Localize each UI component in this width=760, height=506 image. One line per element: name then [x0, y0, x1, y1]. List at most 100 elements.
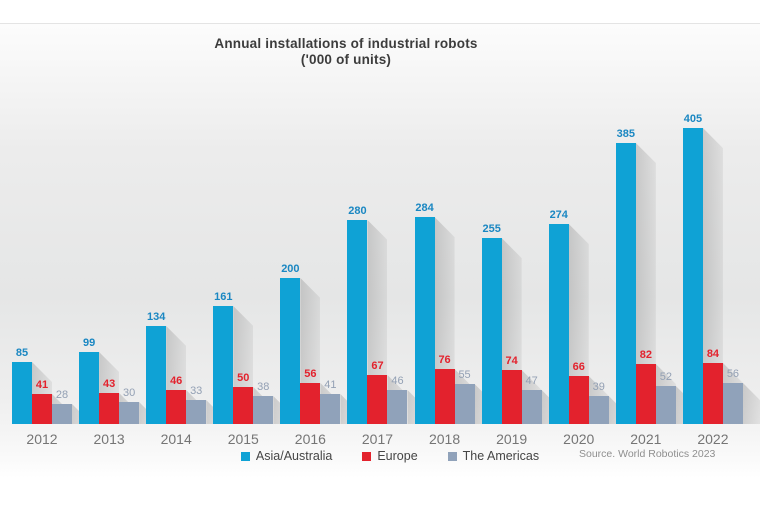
chart-title: Annual installations of industrial robot…: [0, 36, 692, 68]
bar-value-label-the-americas-2019: 47: [525, 375, 538, 387]
bar-value-label-asia-australia-2022: 405: [683, 113, 703, 125]
bar-group-2018: 284 76 55 2018: [414, 100, 495, 447]
bar-value-label-the-americas-2020: 39: [592, 381, 605, 393]
bar-group-2013: 99 43 30 2013: [79, 100, 160, 447]
bar-value-label-asia-australia-2013: 99: [82, 337, 96, 349]
bar-europe-2017: [367, 375, 388, 424]
bar-value-label-europe-2021: 82: [639, 349, 652, 361]
bar-europe-2013: [99, 393, 120, 424]
source-note: Source. World Robotics 2023: [579, 448, 716, 460]
bar-value-label-the-americas-2021: 52: [659, 371, 672, 383]
bar-the-americas-2016: [320, 394, 341, 424]
bar-the-americas-2019: [521, 390, 542, 424]
bar-value-label-asia-australia-2012: 85: [15, 347, 29, 359]
bar-asia-australia-2020: [548, 224, 569, 424]
bar-the-americas-2017: [387, 390, 408, 424]
legend: Asia/Australia Europe The Americas: [10, 449, 760, 463]
bar-group-2019: 255 74 47 2019: [481, 100, 562, 447]
bar-asia-australia-2021: [615, 143, 636, 424]
bar-group-2012: 85 41 28 2012: [12, 100, 92, 447]
bar-group-2020: 274 66 39 2020: [548, 100, 629, 447]
bar-value-label-europe-2016: 56: [304, 368, 317, 380]
bar-europe-2022: [702, 363, 723, 424]
plot-area: 85 41 28 2012 99 43 30 2013 134 46 33 2014 161 50 38 20…: [12, 100, 760, 447]
bar-group-2016: 200 56 41 2016: [280, 100, 361, 447]
bar-the-americas-2020: [588, 396, 609, 424]
bar-europe-2021: [635, 364, 656, 424]
bar-value-label-europe-2013: 43: [102, 378, 116, 390]
x-tick-label-2020: 2020: [563, 431, 595, 447]
legend-label: The Americas: [462, 449, 540, 463]
legend-label: Europe: [377, 449, 418, 463]
bar-the-americas-2015: [253, 396, 274, 424]
bar-shadow: [702, 128, 723, 424]
bar-value-label-asia-australia-2014: 134: [147, 311, 166, 323]
bar-value-label-the-americas-2016: 41: [324, 379, 337, 391]
bar-asia-australia-2015: [213, 306, 234, 424]
bar-value-label-asia-australia-2016: 200: [281, 263, 300, 275]
legend-item-asia-australia: Asia/Australia: [240, 449, 333, 463]
chart-title-line2: ('000 of units): [300, 52, 392, 67]
x-tick-label-2021: 2021: [630, 431, 662, 447]
bar-group-2022: 405 84 56 2022: [682, 100, 760, 447]
bar-europe-2012: [32, 394, 52, 424]
bar-the-americas-2021: [655, 386, 676, 424]
bar-europe-2016: [300, 383, 321, 424]
bar-value-label-europe-2014: 46: [170, 375, 183, 387]
bar-value-label-europe-2017: 67: [371, 360, 384, 372]
x-tick-label-2012: 2012: [26, 431, 58, 447]
bar-asia-australia-2017: [347, 220, 368, 424]
legend-item-the-americas: The Americas: [447, 449, 540, 463]
bar-asia-australia-2012: [12, 362, 32, 424]
legend-item-europe: Europe: [362, 449, 418, 463]
legend-label: Asia/Australia: [255, 449, 333, 463]
legend-swatch-icon: [240, 451, 250, 461]
bar-asia-australia-2022: [682, 128, 703, 424]
bar-value-label-the-americas-2022: 56: [726, 368, 740, 380]
bar-asia-australia-2019: [481, 238, 502, 424]
bar-asia-australia-2018: [414, 217, 435, 424]
x-tick-label-2022: 2022: [697, 431, 729, 447]
x-tick-label-2016: 2016: [294, 431, 326, 447]
bar-value-label-the-americas-2017: 46: [391, 375, 404, 387]
bar-europe-2015: [233, 387, 254, 424]
bar-the-americas-2018: [454, 384, 475, 424]
bar-shadow: [367, 220, 388, 424]
x-tick-label-2015: 2015: [227, 431, 259, 447]
bar-value-label-europe-2020: 66: [572, 361, 585, 373]
bar-value-label-asia-australia-2021: 385: [616, 128, 636, 140]
bar-asia-australia-2013: [79, 352, 100, 424]
bar-value-label-europe-2018: 76: [438, 354, 451, 366]
bar-group-2014: 134 46 33 2014: [146, 100, 227, 447]
bar-the-americas-2012: [52, 404, 72, 424]
bar-asia-australia-2014: [146, 326, 167, 424]
x-tick-label-2013: 2013: [93, 431, 125, 447]
bar-value-label-asia-australia-2017: 280: [348, 205, 367, 217]
bar-group-2017: 280 67 46 2017: [347, 100, 428, 447]
bar-asia-australia-2016: [280, 278, 301, 424]
bar-europe-2018: [434, 369, 455, 424]
bar-europe-2014: [166, 390, 187, 424]
bar-shadow: [635, 143, 656, 424]
bar-value-label-the-americas-2015: 38: [257, 381, 270, 393]
x-tick-label-2019: 2019: [496, 431, 528, 447]
x-tick-label-2014: 2014: [160, 431, 192, 447]
bar-value-label-europe-2012: 41: [35, 379, 49, 391]
bar-europe-2020: [568, 376, 589, 424]
bar-value-label-the-americas-2018: 55: [458, 369, 471, 381]
x-tick-label-2017: 2017: [361, 431, 394, 447]
bar-group-2021: 385 82 52 2021: [615, 100, 696, 447]
bar-europe-2019: [501, 370, 522, 424]
bar-value-label-asia-australia-2018: 284: [415, 202, 434, 214]
top-divider-line: [0, 23, 760, 24]
x-tick-label-2018: 2018: [428, 431, 461, 447]
bar-value-label-the-americas-2013: 30: [122, 387, 136, 399]
bar-value-label-asia-australia-2019: 255: [482, 223, 501, 235]
bar-the-americas-2014: [186, 400, 207, 424]
bar-value-label-asia-australia-2015: 161: [214, 291, 233, 303]
bar-group-2015: 161 50 38 2015: [213, 100, 294, 447]
legend-swatch-icon: [447, 451, 457, 461]
bar-shadow: [568, 224, 589, 424]
bar-value-label-asia-australia-2020: 274: [549, 209, 568, 221]
